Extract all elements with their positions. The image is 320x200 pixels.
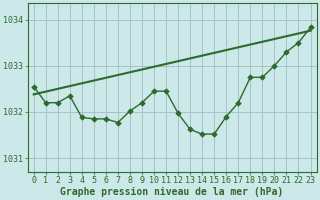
X-axis label: Graphe pression niveau de la mer (hPa): Graphe pression niveau de la mer (hPa) [60, 186, 284, 197]
